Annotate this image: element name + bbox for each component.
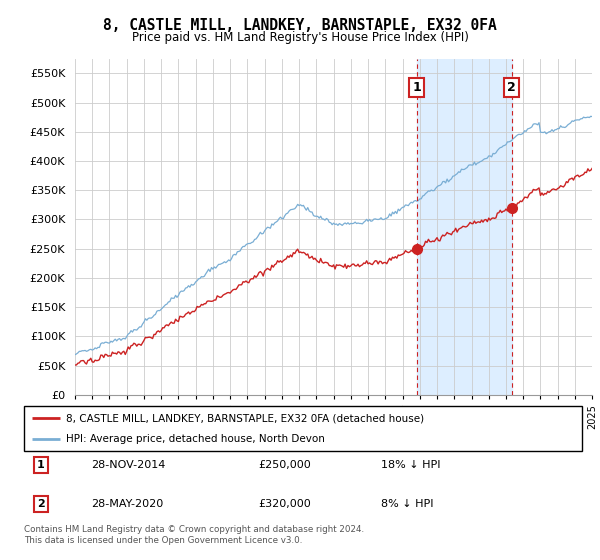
Text: 28-MAY-2020: 28-MAY-2020 [91, 499, 163, 509]
Text: 1: 1 [37, 460, 44, 470]
Text: 8% ↓ HPI: 8% ↓ HPI [381, 499, 434, 509]
Text: Contains HM Land Registry data © Crown copyright and database right 2024.
This d: Contains HM Land Registry data © Crown c… [24, 525, 364, 545]
Text: 8, CASTLE MILL, LANDKEY, BARNSTAPLE, EX32 0FA (detached house): 8, CASTLE MILL, LANDKEY, BARNSTAPLE, EX3… [66, 413, 424, 423]
Text: 1: 1 [413, 81, 421, 94]
Text: 2: 2 [37, 499, 44, 509]
Text: £320,000: £320,000 [259, 499, 311, 509]
Text: 18% ↓ HPI: 18% ↓ HPI [381, 460, 440, 470]
Text: £250,000: £250,000 [259, 460, 311, 470]
Text: Price paid vs. HM Land Registry's House Price Index (HPI): Price paid vs. HM Land Registry's House … [131, 31, 469, 44]
Bar [417, 59, 512, 395]
Text: 8, CASTLE MILL, LANDKEY, BARNSTAPLE, EX32 0FA: 8, CASTLE MILL, LANDKEY, BARNSTAPLE, EX3… [103, 18, 497, 33]
FancyBboxPatch shape [24, 406, 582, 451]
Text: 2: 2 [508, 81, 516, 94]
Text: 28-NOV-2014: 28-NOV-2014 [91, 460, 166, 470]
Text: HPI: Average price, detached house, North Devon: HPI: Average price, detached house, Nort… [66, 433, 325, 444]
